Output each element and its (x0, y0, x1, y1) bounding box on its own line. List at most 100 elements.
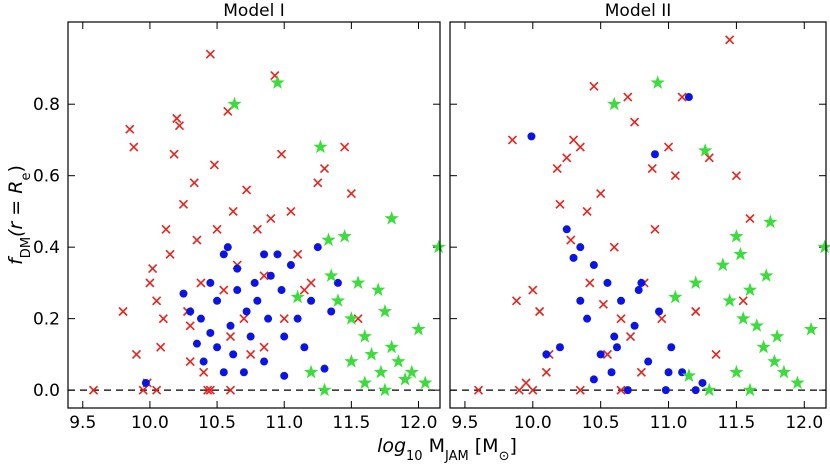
point (317, 382, 332, 397)
x-tick-label: 11.0 (265, 413, 303, 433)
point (242, 185, 252, 195)
x-axis-label: log10 MJAM [M⊙] (377, 435, 517, 464)
point (344, 311, 359, 325)
point (253, 296, 262, 305)
point (745, 214, 755, 224)
point (612, 343, 621, 352)
point (225, 385, 236, 395)
point (344, 354, 359, 368)
point (668, 289, 683, 304)
point (225, 331, 236, 342)
point (172, 113, 182, 124)
point (333, 278, 342, 287)
point (357, 329, 372, 343)
point (521, 378, 531, 388)
point (575, 385, 585, 395)
point (583, 314, 592, 323)
point (585, 278, 595, 288)
point (340, 142, 350, 152)
point (185, 356, 195, 367)
point (555, 343, 564, 352)
point (252, 224, 262, 234)
point (404, 364, 419, 379)
y-tick-label: 0.2 (33, 310, 60, 330)
point (661, 386, 670, 395)
point (213, 343, 222, 352)
point (759, 268, 774, 282)
point (199, 367, 209, 377)
point (300, 343, 309, 352)
point (377, 304, 393, 318)
point (313, 178, 323, 188)
point (473, 385, 484, 395)
point (397, 371, 413, 386)
point (206, 328, 215, 337)
point (688, 275, 703, 289)
point (756, 339, 771, 354)
plot-frame (449, 21, 827, 409)
point (667, 343, 676, 352)
x-tick-label: 11.5 (332, 413, 370, 433)
point (817, 239, 830, 254)
point (552, 163, 562, 174)
point (742, 382, 758, 397)
point (158, 314, 168, 324)
point (371, 282, 386, 297)
label-part: M (423, 435, 445, 457)
point (233, 286, 242, 295)
point (664, 368, 673, 377)
point (212, 224, 222, 234)
point (280, 332, 289, 341)
x-tick-label: 10.5 (198, 413, 236, 433)
point (535, 306, 545, 317)
point (698, 143, 713, 157)
point (763, 214, 778, 229)
label-part: e (19, 173, 34, 181)
point (260, 357, 269, 366)
point (250, 278, 259, 287)
point (169, 149, 179, 159)
x-tick-label: 12.0 (400, 413, 438, 433)
point (644, 357, 653, 366)
point (691, 386, 700, 395)
point (702, 382, 717, 397)
point (684, 93, 693, 102)
point (528, 385, 538, 395)
point (803, 321, 819, 336)
point (330, 293, 346, 307)
point (196, 278, 206, 288)
label-part: f (5, 255, 27, 265)
point (293, 314, 302, 323)
point (327, 307, 336, 316)
point (264, 314, 273, 323)
point (219, 368, 228, 377)
point (346, 188, 356, 199)
point (616, 314, 626, 324)
point (118, 306, 128, 317)
point (192, 235, 202, 245)
point (650, 224, 660, 234)
point (431, 239, 446, 254)
point (320, 364, 329, 373)
point (542, 350, 551, 359)
point (259, 342, 269, 352)
point (725, 35, 735, 45)
point (259, 271, 269, 281)
point (186, 307, 195, 316)
point (589, 81, 599, 91)
point (630, 117, 640, 127)
point (384, 211, 399, 225)
point (704, 153, 714, 163)
point (377, 382, 393, 397)
y-tick-label: 0.4 (33, 238, 60, 258)
point (511, 296, 522, 306)
point (277, 286, 286, 295)
label-part: 10 (406, 449, 423, 464)
point (507, 135, 518, 145)
point (576, 296, 585, 305)
point (337, 228, 352, 243)
point (229, 350, 238, 359)
point (738, 296, 748, 306)
point (350, 275, 366, 289)
x-tick-label: 9.5 (69, 413, 96, 433)
